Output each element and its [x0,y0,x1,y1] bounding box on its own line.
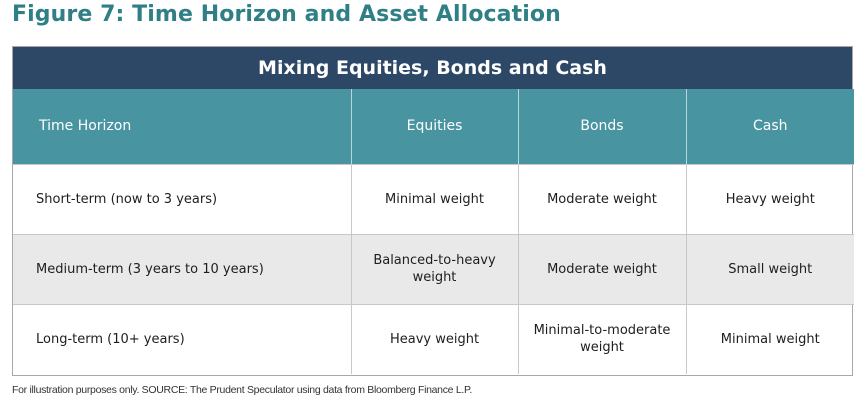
header-cash: Cash [686,89,854,164]
cash-cell: Small weight [686,233,854,304]
time-horizon-cell: Long-term (10+ years) [13,303,352,374]
header-equities: Equities [351,89,519,164]
time-horizon-cell: Short-term (now to 3 years) [13,163,352,234]
bonds-cell: Moderate weight [518,233,687,304]
equities-cell: Minimal weight [351,163,519,234]
header-bonds: Bonds [518,89,687,164]
allocation-table: Mixing Equities, Bonds and Cash Time Hor… [12,46,854,376]
header-time-horizon: Time Horizon [13,89,352,164]
header-row: Time Horizon Equities Bonds Cash [13,89,854,164]
cash-cell: Heavy weight [686,163,854,234]
bonds-cell: Moderate weight [518,163,687,234]
table-row: Short-term (now to 3 years) Minimal weig… [13,163,854,234]
equities-cell: Balanced-to-heavy weight [351,233,519,304]
bonds-cell: Minimal-to-moderate weight [518,303,687,374]
table-row: Medium-term (3 years to 10 years) Balanc… [13,233,854,304]
source-note: For illustration purposes only. SOURCE: … [12,384,472,396]
equities-cell: Heavy weight [351,303,519,374]
time-horizon-cell: Medium-term (3 years to 10 years) [13,233,352,304]
allocation-grid: Time Horizon Equities Bonds Cash Short-t… [13,89,854,374]
figure-title: Figure 7: Time Horizon and Asset Allocat… [12,2,561,27]
table-banner: Mixing Equities, Bonds and Cash [13,47,852,89]
table-row: Long-term (10+ years) Heavy weight Minim… [13,303,854,374]
cash-cell: Minimal weight [686,303,854,374]
